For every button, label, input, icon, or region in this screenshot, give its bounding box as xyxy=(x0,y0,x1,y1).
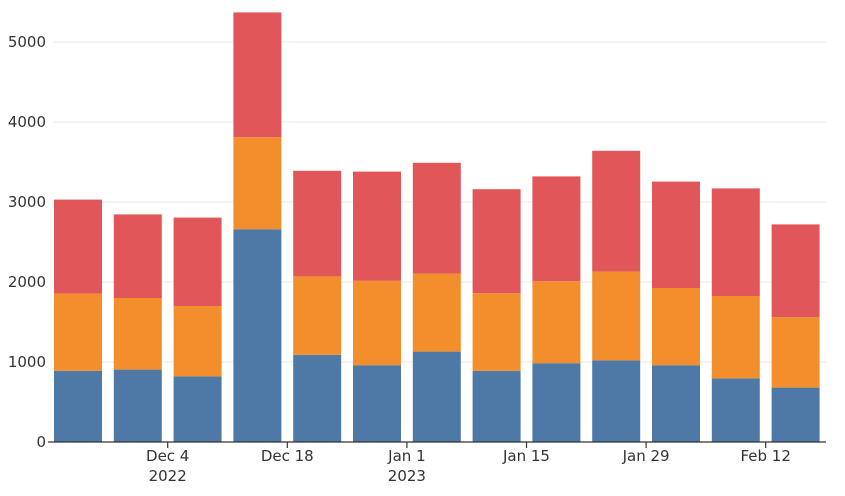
bar-series-3-6 xyxy=(412,162,461,274)
bar-series-1-0 xyxy=(54,370,102,442)
axes xyxy=(48,441,826,448)
x-tick-label: Jan 15 xyxy=(502,447,550,465)
x-tick-label: Feb 12 xyxy=(740,447,790,465)
bar-series-2-11 xyxy=(711,296,760,379)
bar-series-3-8 xyxy=(532,176,581,282)
bar-series-2-7 xyxy=(472,293,521,371)
y-tick-label: 0 xyxy=(36,433,46,451)
x-tick-labels: Dec 4 2022 Dec 18 Jan 1 2023 Jan 15 Jan 29 Feb … xyxy=(146,447,791,485)
y-tick-label: 3000 xyxy=(8,193,46,211)
y-tick-label: 1000 xyxy=(8,353,46,371)
bar-series-1-4 xyxy=(293,354,342,442)
x-tick-year-label: 2023 xyxy=(388,467,426,485)
x-tick-year-label: 2022 xyxy=(149,467,187,485)
bars xyxy=(54,12,820,442)
y-tick-label: 5000 xyxy=(8,33,46,51)
bar-series-3-0 xyxy=(54,199,102,294)
bar-series-2-8 xyxy=(532,281,581,364)
bar-series-2-10 xyxy=(652,288,700,366)
x-tick-label: Dec 18 xyxy=(261,447,314,465)
bar-series-1-3 xyxy=(233,229,282,442)
bar-series-2-0 xyxy=(54,293,102,371)
bar-series-3-11 xyxy=(711,188,760,296)
bar-series-3-7 xyxy=(472,189,521,294)
bar-series-1-1 xyxy=(113,369,162,442)
bar-series-2-5 xyxy=(353,280,401,366)
bar-series-1-5 xyxy=(353,365,401,442)
bar-series-1-10 xyxy=(652,365,700,442)
bar-series-3-12 xyxy=(771,224,820,318)
x-tick-label: Jan 29 xyxy=(622,447,670,465)
bar-series-1-2 xyxy=(173,376,222,442)
x-tick-label: Jan 1 xyxy=(387,447,425,465)
bar-series-3-2 xyxy=(173,217,222,306)
bar-series-3-3 xyxy=(233,12,282,138)
bar-series-3-1 xyxy=(113,214,162,298)
y-tick-labels: 0 1000 2000 3000 4000 5000 xyxy=(8,33,46,451)
bar-series-3-5 xyxy=(353,171,401,281)
bar-series-2-6 xyxy=(412,273,461,352)
bar-series-3-9 xyxy=(592,150,641,272)
y-tick-label: 4000 xyxy=(8,113,46,131)
bar-series-2-2 xyxy=(173,306,222,377)
bar-series-1-6 xyxy=(412,351,461,442)
bar-series-1-12 xyxy=(771,387,820,442)
bar-series-1-7 xyxy=(472,370,521,442)
bar-series-1-8 xyxy=(532,363,581,442)
bar-series-2-9 xyxy=(592,271,641,361)
bar-series-2-12 xyxy=(771,317,820,388)
bar-series-2-3 xyxy=(233,137,282,230)
y-tick-label: 2000 xyxy=(8,273,46,291)
bar-series-1-11 xyxy=(711,378,760,442)
bar-series-1-9 xyxy=(592,360,641,442)
bar-series-2-4 xyxy=(293,276,342,355)
bar-series-3-4 xyxy=(293,170,342,277)
bar-series-2-1 xyxy=(113,298,162,370)
x-tick-label: Dec 4 xyxy=(146,447,189,465)
bar-series-3-10 xyxy=(652,181,700,288)
